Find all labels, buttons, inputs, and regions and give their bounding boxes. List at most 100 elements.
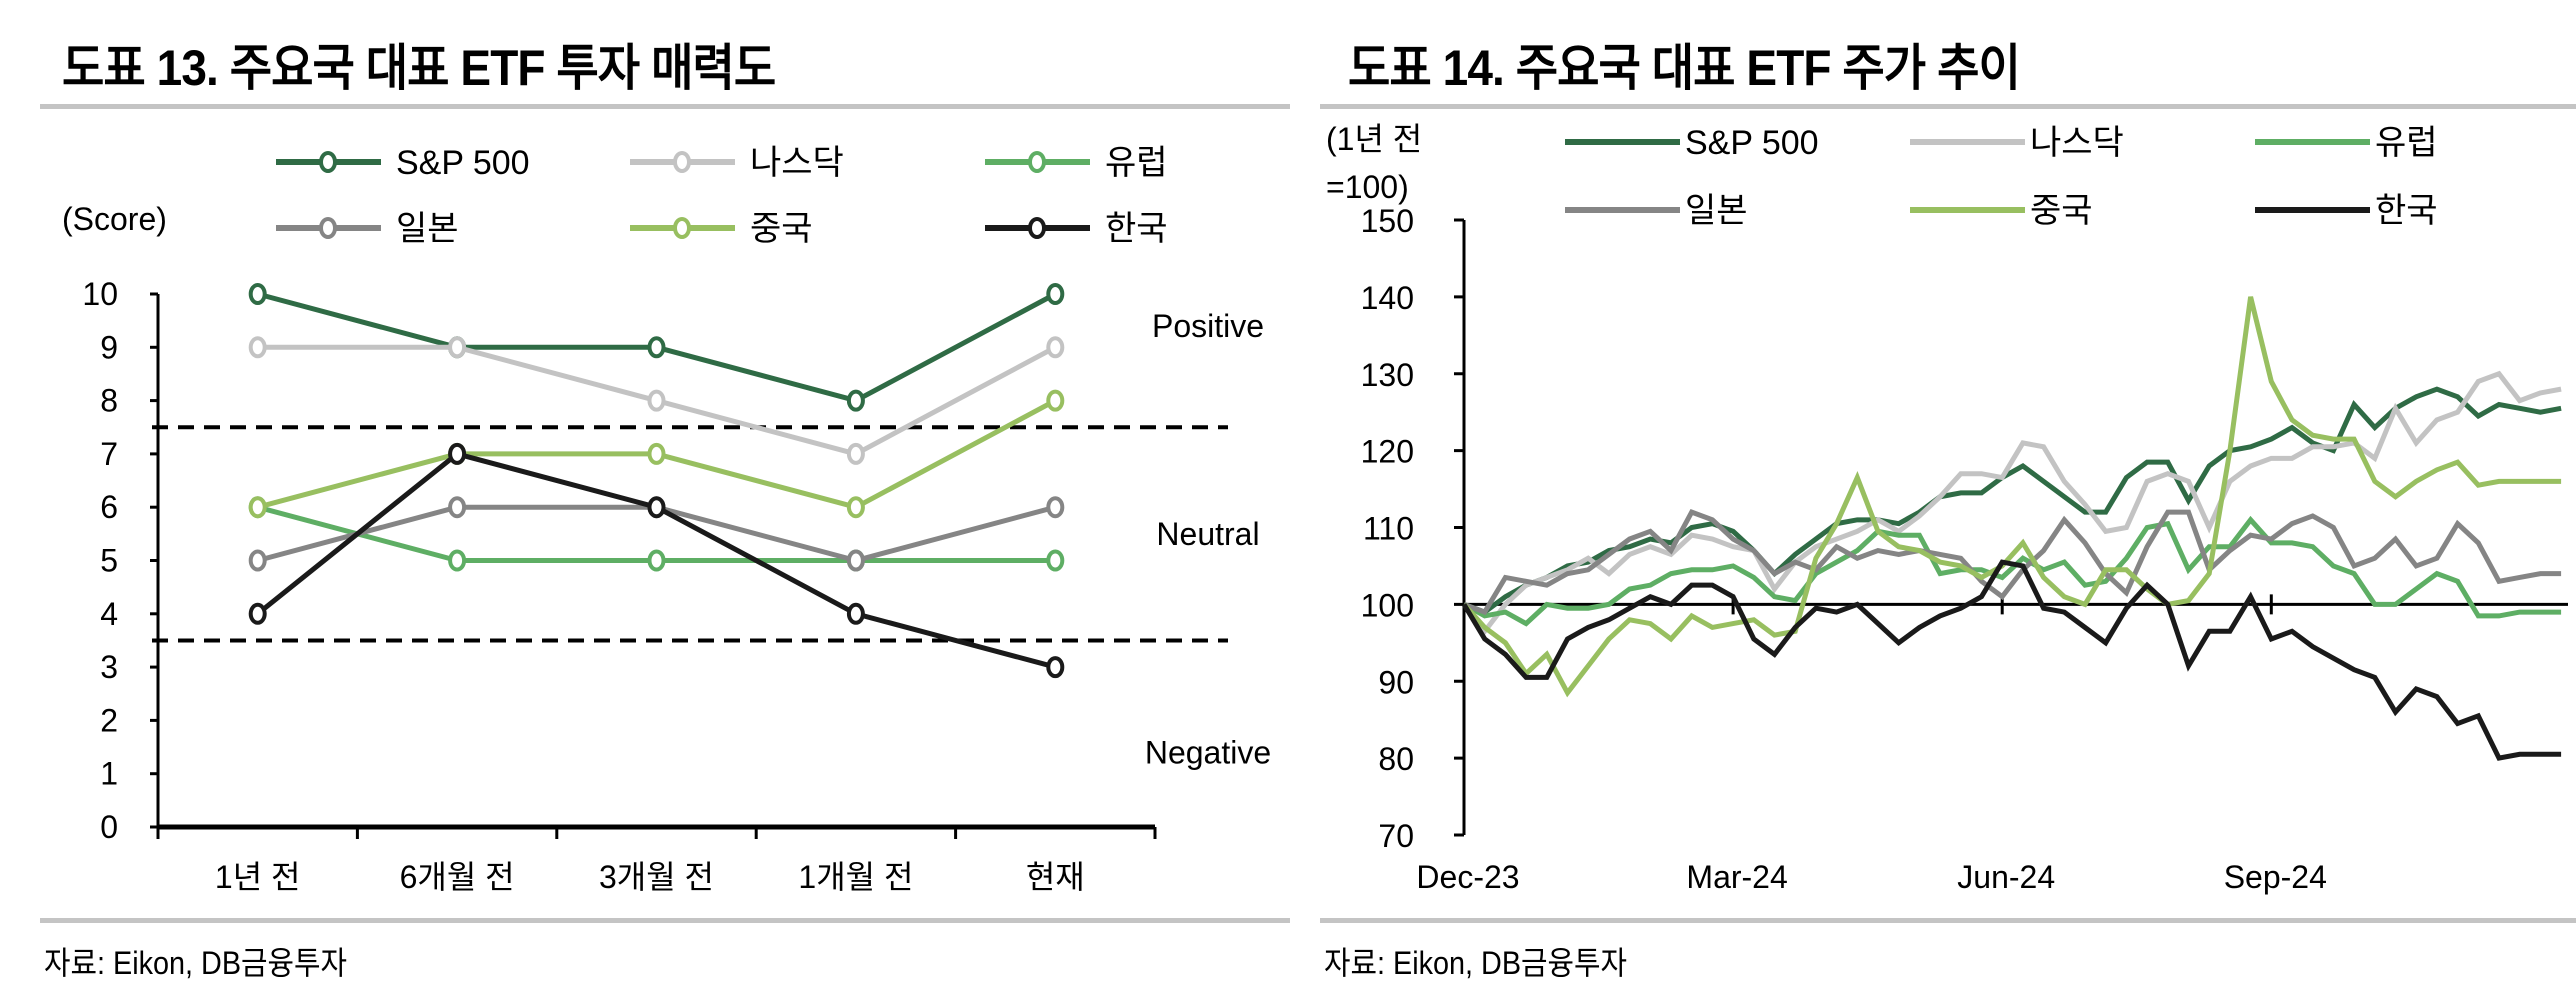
x-tick-label: 3개월 전 bbox=[599, 859, 714, 895]
y-tick-label: 7 bbox=[100, 436, 118, 472]
data-point-korea bbox=[647, 496, 666, 519]
y-tick-label: 140 bbox=[1361, 280, 1414, 316]
data-point-nasdaq bbox=[647, 389, 666, 412]
legend-label: 중국 bbox=[2030, 192, 2093, 230]
data-point-korea bbox=[448, 442, 467, 465]
zone-label-positive: Positive bbox=[1152, 308, 1264, 344]
y-tick-label: 130 bbox=[1361, 357, 1414, 393]
data-point-sp500 bbox=[647, 336, 666, 359]
figure-13-source: 자료: Eikon, DB금융투자 bbox=[44, 945, 348, 981]
x-tick-label: Dec-23 bbox=[1416, 859, 1519, 895]
legend-marker bbox=[319, 217, 337, 239]
legend-marker bbox=[673, 151, 691, 173]
y-tick-label: 1 bbox=[100, 756, 118, 792]
legend-label: 나스닥 bbox=[2030, 124, 2124, 162]
title-divider bbox=[1320, 104, 2576, 109]
y-tick-label: 80 bbox=[1378, 741, 1414, 777]
data-point-japan bbox=[846, 549, 865, 572]
data-point-sp500 bbox=[846, 389, 865, 412]
legend-item-nasdaq: 나스닥 bbox=[1910, 124, 2124, 162]
y-tick-label: 10 bbox=[82, 276, 118, 312]
data-point-nasdaq bbox=[448, 336, 467, 359]
x-tick-label: 6개월 전 bbox=[400, 859, 515, 895]
legend-item-sp500: S&P 500 bbox=[276, 144, 530, 182]
data-point-sp500 bbox=[1046, 283, 1065, 305]
zone-label-neutral: Neutral bbox=[1156, 516, 1259, 552]
data-point-europe bbox=[1046, 549, 1065, 572]
legend-item-korea: 한국 bbox=[2255, 192, 2438, 230]
y-tick-label: 6 bbox=[100, 489, 118, 525]
legend-item-korea: 한국 bbox=[985, 210, 1168, 248]
series-line-nasdaq bbox=[1462, 370, 2562, 636]
x-tick-label: Jun-24 bbox=[1957, 859, 2055, 895]
legend-item-europe: 유럽 bbox=[2255, 124, 2438, 162]
data-point-japan bbox=[448, 496, 467, 519]
data-point-japan bbox=[248, 549, 267, 572]
x-tick-label: Mar-24 bbox=[1686, 859, 1787, 895]
legend-label: 유럽 bbox=[1105, 144, 1168, 182]
y-tick-label: 5 bbox=[100, 543, 118, 579]
data-point-japan bbox=[1046, 496, 1065, 519]
y-tick-label: 70 bbox=[1378, 818, 1414, 854]
figure-14-panel: 도표 14. 주요국 대표 ETF 주가 추이 70 80 90 100 110 120 1… bbox=[1320, 0, 2576, 1006]
zone-label-negative: Negative bbox=[1145, 734, 1271, 770]
y-tick-label: 90 bbox=[1378, 664, 1414, 700]
data-point-sp500 bbox=[248, 283, 267, 305]
source-divider bbox=[40, 918, 1290, 923]
data-point-europe bbox=[448, 549, 467, 572]
legend-marker bbox=[1028, 217, 1046, 239]
data-point-nasdaq bbox=[1046, 336, 1065, 359]
y-axis-label-line1: (1년 전 bbox=[1326, 121, 1422, 157]
data-point-china bbox=[846, 496, 865, 519]
legend-label: 한국 bbox=[1105, 210, 1168, 248]
legend-item-china: 중국 bbox=[1910, 192, 2093, 230]
y-tick-label: 100 bbox=[1361, 587, 1414, 623]
y-tick-label: 150 bbox=[1361, 203, 1414, 239]
legend-label: 나스닥 bbox=[750, 144, 844, 182]
x-tick-label: Sep-24 bbox=[2224, 859, 2327, 895]
series-line-china bbox=[1462, 296, 2562, 698]
y-tick-label: 3 bbox=[100, 649, 118, 685]
legend-label: S&P 500 bbox=[396, 144, 530, 182]
series-line-europe bbox=[1462, 515, 2562, 627]
data-point-china bbox=[1046, 389, 1065, 412]
legend-label: 중국 bbox=[750, 210, 813, 248]
legend-item-sp500: S&P 500 bbox=[1565, 124, 1819, 162]
y-tick-label: 9 bbox=[100, 329, 118, 365]
legend-label: 일본 bbox=[396, 210, 459, 248]
y-axis-label-line2: =100) bbox=[1326, 169, 1409, 205]
legend-item-nasdaq: 나스닥 bbox=[630, 144, 844, 182]
data-point-korea bbox=[1046, 656, 1065, 679]
legend-label: S&P 500 bbox=[1685, 124, 1819, 162]
figure-13-title: 도표 13. 주요국 대표 ETF 투자 매력도 bbox=[62, 40, 776, 96]
legend-label: 유럽 bbox=[2375, 124, 2438, 162]
data-point-china bbox=[647, 442, 666, 465]
y-axis-label: (Score) bbox=[62, 201, 167, 237]
score-line-chart: 0 1 2 3 4 5 6 7 8 9 10 1년 전 6개월 전 3개월 전 1개월 전 현재 (Score)… bbox=[62, 144, 1271, 895]
legend-marker bbox=[319, 151, 337, 173]
x-tick-label: 현재 bbox=[1026, 859, 1085, 895]
legend-item-japan: 일본 bbox=[276, 210, 459, 248]
legend-marker bbox=[673, 217, 691, 239]
legend-item-europe: 유럽 bbox=[985, 144, 1168, 182]
x-tick-label: 1개월 전 bbox=[798, 859, 913, 895]
y-tick-label: 120 bbox=[1361, 434, 1414, 470]
data-point-nasdaq bbox=[846, 442, 865, 465]
data-point-europe bbox=[647, 549, 666, 572]
legend-item-china: 중국 bbox=[630, 210, 813, 248]
title-divider bbox=[40, 104, 1290, 109]
series-line-japan bbox=[1463, 509, 2562, 616]
legend-label: 한국 bbox=[2375, 192, 2438, 230]
figure-14-title: 도표 14. 주요국 대표 ETF 주가 추이 bbox=[1348, 40, 2021, 96]
source-divider bbox=[1320, 918, 2576, 923]
series-line-sp500 bbox=[1463, 386, 2562, 615]
figure-13-panel: 도표 13. 주요국 대표 ETF 투자 매력도 0 1 2 3 4 5 6 7 8 9 10 1년 … bbox=[40, 40, 1290, 981]
figure-14-source: 자료: Eikon, DB금융투자 bbox=[1324, 945, 1628, 981]
legend-label: 일본 bbox=[1685, 192, 1748, 230]
data-point-korea bbox=[248, 602, 267, 625]
data-point-korea bbox=[846, 602, 865, 625]
data-point-nasdaq bbox=[248, 336, 267, 359]
price-trend-line-chart: 70 80 90 100 110 120 130 140 150 Dec-23 Mar-24 Jun-… bbox=[1326, 121, 2568, 895]
data-point-china bbox=[248, 496, 267, 519]
y-tick-label: 4 bbox=[100, 596, 118, 632]
